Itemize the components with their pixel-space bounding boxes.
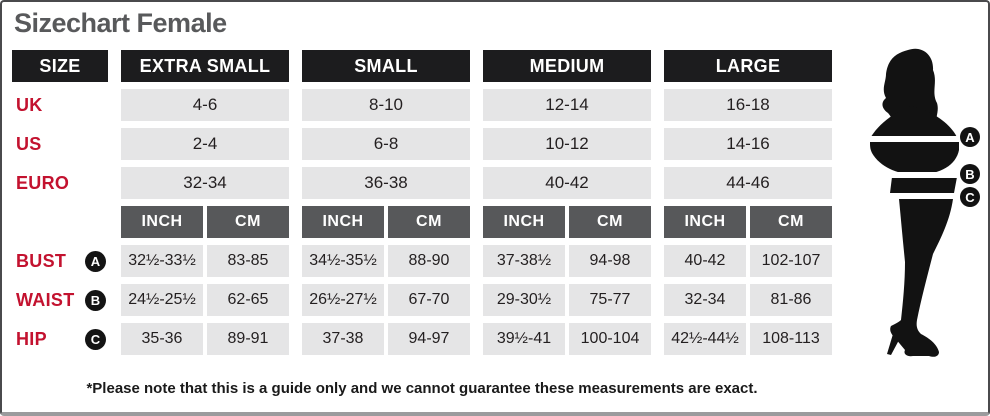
measure-pair: 40-42 102-107 <box>664 245 832 277</box>
table-cell: 37-38½ <box>483 245 565 277</box>
female-silhouette-figure: A B C <box>855 42 987 372</box>
table-cell: 81-86 <box>750 284 832 316</box>
row-label-euro: EURO <box>16 172 70 193</box>
measure-pair: 37-38½ 94-98 <box>483 245 651 277</box>
table-cell: 102-107 <box>750 245 832 277</box>
unit-header-cm: CM <box>750 206 832 238</box>
measure-pair: 32-34 81-86 <box>664 284 832 316</box>
table-cell: 16-18 <box>664 89 832 121</box>
table-cell: 37-38 <box>302 323 384 355</box>
measure-pair: 42½-44½ 108-113 <box>664 323 832 355</box>
table-cell: 94-97 <box>388 323 470 355</box>
table-cell: 2-4 <box>121 128 289 160</box>
bust-label: BUST <box>16 250 67 271</box>
unit-header-cm: CM <box>569 206 651 238</box>
marker-b-badge: B <box>85 289 106 311</box>
table-cell: 83-85 <box>207 245 289 277</box>
table-cell: 39½-41 <box>483 323 565 355</box>
table-cell: 36-38 <box>302 167 470 199</box>
unit-header-cm: CM <box>207 206 289 238</box>
measure-pair: 24½-25½ 62-65 <box>121 284 289 316</box>
col-header-medium: MEDIUM <box>483 50 651 82</box>
table-cell: 89-91 <box>207 323 289 355</box>
row-label-us: US <box>16 133 42 154</box>
table-cell: 40-42 <box>483 167 651 199</box>
female-silhouette-icon: A B C <box>859 48 980 357</box>
table-cell: 94-98 <box>569 245 651 277</box>
marker-b-icon: B <box>960 164 980 184</box>
table-cell: 62-65 <box>207 284 289 316</box>
marker-a-badge: A <box>85 250 106 272</box>
table-cell: 32-34 <box>121 167 289 199</box>
page-title: Sizechart Female <box>14 8 227 38</box>
unit-header-pair: INCH CM <box>664 206 832 238</box>
waist-label: WAIST <box>16 289 75 310</box>
table-cell: 44-46 <box>664 167 832 199</box>
size-table: SIZE EXTRA SMALL SMALL MEDIUM LARGE UK 4… <box>12 50 832 355</box>
col-header-large: LARGE <box>664 50 832 82</box>
table-cell: 12-14 <box>483 89 651 121</box>
unit-row-spacer <box>12 206 108 238</box>
unit-header-inch: INCH <box>302 206 384 238</box>
svg-text:A: A <box>965 130 975 145</box>
unit-header-inch: INCH <box>121 206 203 238</box>
table-cell: 108-113 <box>750 323 832 355</box>
table-cell: 24½-25½ <box>121 284 203 316</box>
table-cell: 88-90 <box>388 245 470 277</box>
table-cell: 40-42 <box>664 245 746 277</box>
svg-text:C: C <box>965 190 975 205</box>
measure-pair: 26½-27½ 67-70 <box>302 284 470 316</box>
marker-c-badge: C <box>85 328 106 350</box>
table-cell: 6-8 <box>302 128 470 160</box>
footnote: *Please note that this is a guide only a… <box>86 380 758 397</box>
measure-pair: 29-30½ 75-77 <box>483 284 651 316</box>
table-cell: 42½-44½ <box>664 323 746 355</box>
unit-header-inch: INCH <box>664 206 746 238</box>
row-label-bust: BUST A <box>12 245 108 277</box>
marker-a-icon: A <box>960 127 980 147</box>
table-cell: 10-12 <box>483 128 651 160</box>
table-cell: 75-77 <box>569 284 651 316</box>
table-cell: 4-6 <box>121 89 289 121</box>
table-cell: 32½-33½ <box>121 245 203 277</box>
unit-header-pair: INCH CM <box>302 206 470 238</box>
unit-header-inch: INCH <box>483 206 565 238</box>
table-cell: 35-36 <box>121 323 203 355</box>
table-cell: 67-70 <box>388 284 470 316</box>
table-cell: 26½-27½ <box>302 284 384 316</box>
table-cell: 29-30½ <box>483 284 565 316</box>
unit-header-cm: CM <box>388 206 470 238</box>
row-label-uk: UK <box>16 94 43 115</box>
marker-c-icon: C <box>960 187 980 207</box>
col-header-extra-small: EXTRA SMALL <box>121 50 289 82</box>
row-label-waist: WAIST B <box>12 284 108 316</box>
measure-pair: 35-36 89-91 <box>121 323 289 355</box>
table-cell: 32-34 <box>664 284 746 316</box>
svg-text:B: B <box>965 167 974 182</box>
unit-header-pair: INCH CM <box>483 206 651 238</box>
table-cell: 100-104 <box>569 323 651 355</box>
unit-header-pair: INCH CM <box>121 206 289 238</box>
measure-pair: 34½-35½ 88-90 <box>302 245 470 277</box>
measure-pair: 39½-41 100-104 <box>483 323 651 355</box>
table-cell: 8-10 <box>302 89 470 121</box>
table-cell: 34½-35½ <box>302 245 384 277</box>
size-column-header: SIZE <box>12 50 108 82</box>
col-header-small: SMALL <box>302 50 470 82</box>
measure-pair: 32½-33½ 83-85 <box>121 245 289 277</box>
hip-label: HIP <box>16 328 47 349</box>
measure-pair: 37-38 94-97 <box>302 323 470 355</box>
table-cell: 14-16 <box>664 128 832 160</box>
row-label-hip: HIP C <box>12 323 108 355</box>
